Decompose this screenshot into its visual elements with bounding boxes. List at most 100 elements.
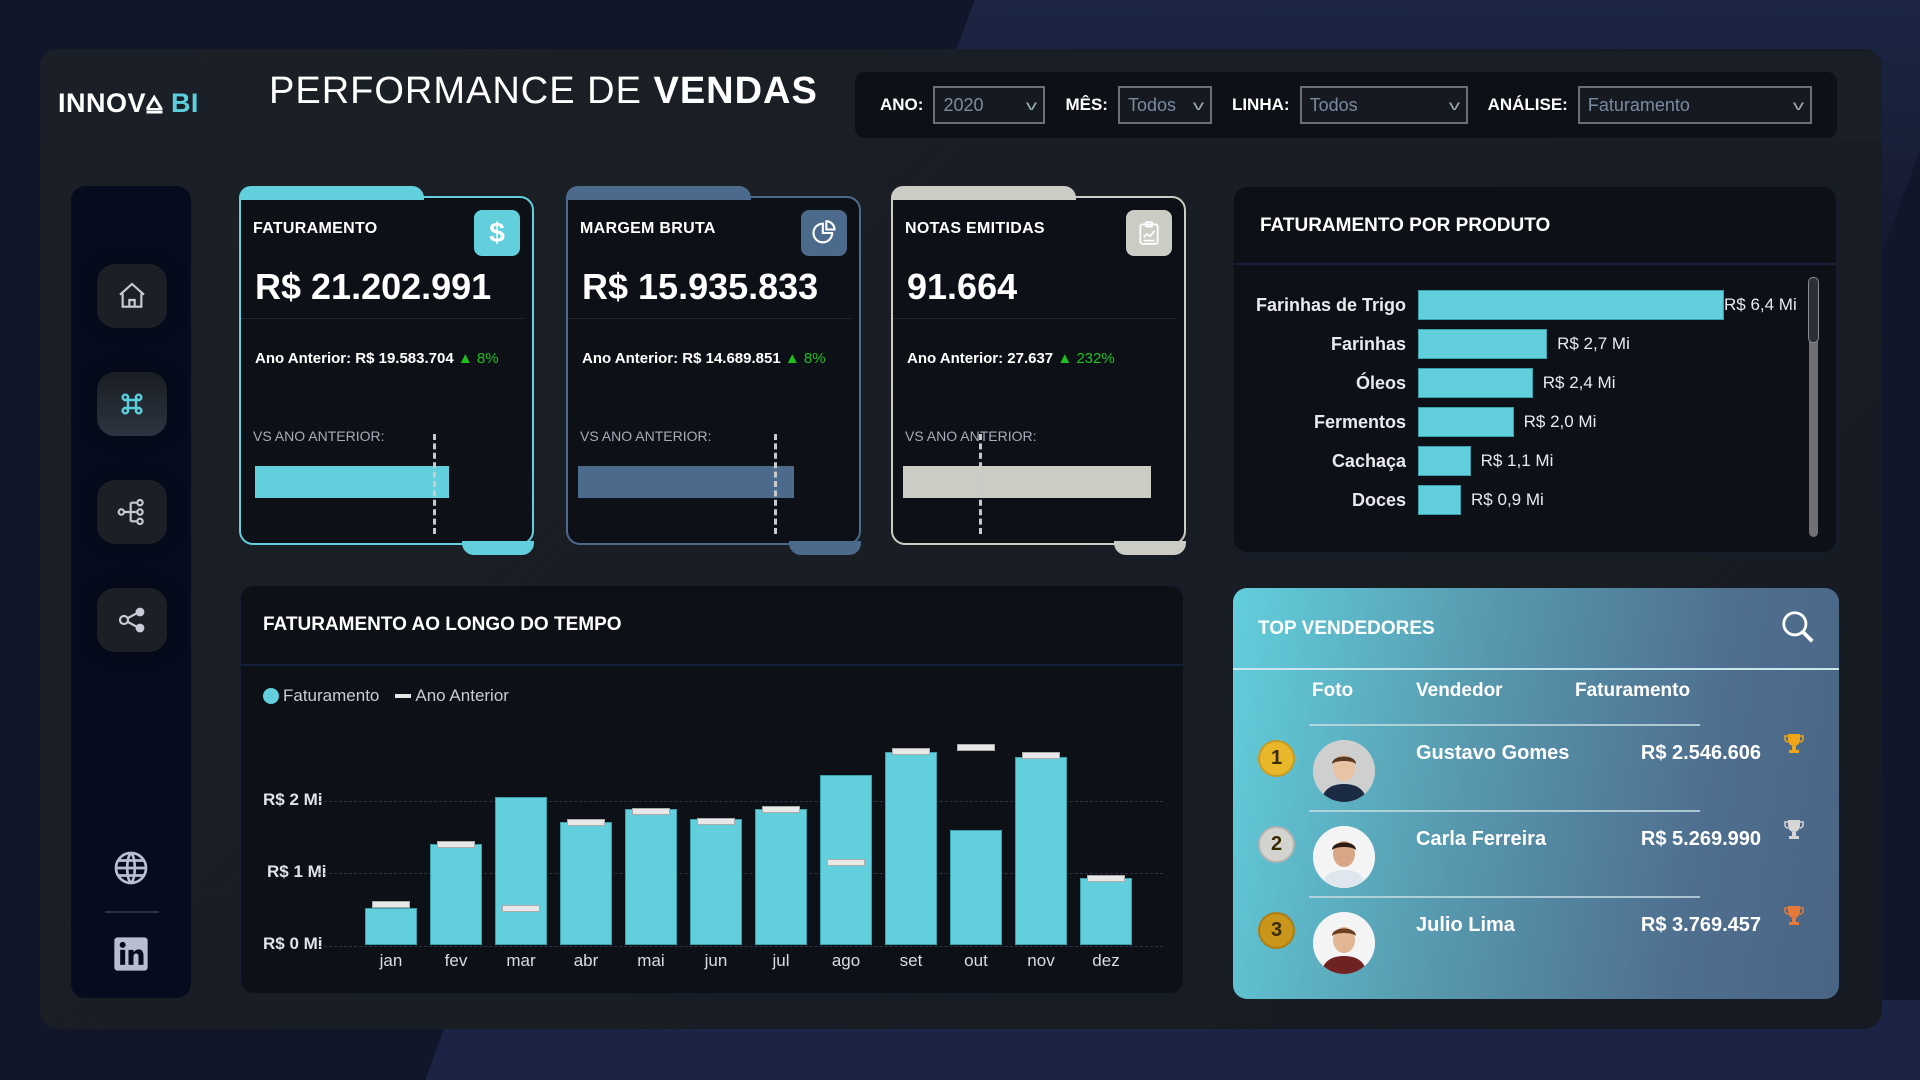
bar-faturamento-abr[interactable] xyxy=(560,821,612,945)
bar-faturamento-set[interactable] xyxy=(885,752,937,945)
x-tick: ago xyxy=(831,951,861,970)
produto-bar[interactable] xyxy=(1418,290,1724,320)
avatar xyxy=(1313,912,1375,974)
marker-ano-anterior-mar[interactable] xyxy=(502,905,540,913)
marker-ano-anterior-jul[interactable] xyxy=(762,805,800,813)
bar-faturamento-mar[interactable] xyxy=(495,797,547,945)
produto-bar[interactable] xyxy=(1418,329,1548,359)
title-bold: VENDAS xyxy=(653,70,818,112)
globe-button[interactable] xyxy=(111,848,151,893)
bar-faturamento-jan[interactable] xyxy=(365,908,417,945)
clipboard-chart-icon xyxy=(1126,210,1172,256)
bar-faturamento-dez[interactable] xyxy=(1080,878,1132,945)
chart-legend: Faturamento Ano Anterior xyxy=(263,686,509,706)
marker-ano-anterior-nov[interactable] xyxy=(1022,752,1060,760)
produto-bar[interactable] xyxy=(1418,446,1471,476)
filter-analise-value: Faturamento xyxy=(1587,94,1690,115)
marker-ano-anterior-jun[interactable] xyxy=(697,818,735,826)
marker-ano-anterior-jan[interactable] xyxy=(372,900,410,908)
produto-row[interactable]: Doces R$ 0,9 Mi xyxy=(1234,485,1544,515)
produto-name: Fermentos xyxy=(1313,411,1406,432)
sidebar-item-command[interactable] xyxy=(97,372,167,436)
bar-faturamento-jun[interactable] xyxy=(690,818,742,945)
produto-name: Farinhas xyxy=(1330,333,1406,354)
kpi-label: NOTAS EMITIDAS xyxy=(905,220,1045,237)
produto-row[interactable]: Cachaça R$ 1,1 Mi xyxy=(1234,446,1553,476)
filter-label-linha: LINHA: xyxy=(1231,95,1290,114)
produto-row[interactable]: Fermentos R$ 2,0 Mi xyxy=(1234,407,1596,437)
scrollbar[interactable] xyxy=(1808,277,1819,537)
sidebar-item-share[interactable] xyxy=(97,588,167,652)
bar-faturamento-jul[interactable] xyxy=(755,808,807,945)
scrollbar-thumb[interactable] xyxy=(1808,277,1819,343)
card-tab xyxy=(462,541,534,555)
card-tab xyxy=(789,541,861,555)
card-tab xyxy=(1114,541,1186,555)
sidebar-item-hierarchy[interactable] xyxy=(97,480,167,544)
produto-bar[interactable] xyxy=(1418,407,1514,437)
filter-bar: ANO: 2020 v MÊS: Todos v LINHA: Todos v ANÁ… xyxy=(855,72,1837,138)
chevron-down-icon: v xyxy=(1792,97,1804,113)
produto-value: R$ 0,9 Mi xyxy=(1471,490,1544,509)
x-tick: nov xyxy=(1027,951,1055,970)
filter-ano-value: 2020 xyxy=(943,94,984,115)
gridline xyxy=(319,801,1163,802)
trophy-icon xyxy=(1783,732,1805,756)
home-icon xyxy=(119,282,145,308)
bar-faturamento-nov[interactable] xyxy=(1015,756,1067,945)
kpi-card-faturamento: FATURAMENTO $ R$ 21.202.991 Ano Anterior… xyxy=(239,186,534,555)
marker-ano-anterior-out[interactable] xyxy=(957,744,995,752)
kpi-target-line xyxy=(979,434,982,534)
filter-label-ano: ANO: xyxy=(880,95,924,114)
kpi-bullet-bar xyxy=(578,466,794,498)
produto-row[interactable]: Farinhas R$ 2,7 Mi xyxy=(1234,329,1630,359)
search-icon[interactable] xyxy=(1779,608,1817,646)
marker-ano-anterior-dez[interactable] xyxy=(1087,875,1125,883)
kpi-value: R$ 21.202.991 xyxy=(255,266,492,307)
produto-bar[interactable] xyxy=(1418,368,1533,398)
kpi-delta: ▲ 232% xyxy=(1057,350,1115,367)
x-tick: jul xyxy=(772,951,790,970)
marker-ano-anterior-set[interactable] xyxy=(892,747,930,755)
logo-tab xyxy=(40,49,220,141)
globe-icon xyxy=(114,851,148,885)
legend-label: Ano Anterior xyxy=(415,686,509,705)
kpi-card-notas-emitidas: NOTAS EMITIDAS 91.664 Ano Anterior: 27.6… xyxy=(891,186,1186,555)
produto-row[interactable]: Farinhas de Trigo R$ 6,4 Mi xyxy=(1234,290,1797,320)
produto-name: Farinhas de Trigo xyxy=(1255,294,1406,315)
produto-value: R$ 2,4 Mi xyxy=(1542,373,1616,392)
marker-ano-anterior-ago[interactable] xyxy=(827,858,865,866)
kpi-target-line xyxy=(774,434,777,534)
y-tick: R$ 2 Mi xyxy=(263,790,323,809)
sidebar-item-home[interactable] xyxy=(97,264,167,328)
marker-ano-anterior-fev[interactable] xyxy=(437,841,475,849)
bar-faturamento-fev[interactable] xyxy=(430,843,482,945)
pie-chart-icon xyxy=(801,210,847,256)
top-vendedores-panel: TOP VENDEDORES Foto Vendedor Faturamento… xyxy=(1233,588,1839,999)
kpi-previous-value: Ano Anterior: R$ 19.583.704 xyxy=(255,350,454,367)
filter-mes-select[interactable]: Todos v xyxy=(1117,86,1212,124)
marker-ano-anterior-mai[interactable] xyxy=(632,807,670,815)
x-tick: out xyxy=(964,951,988,970)
produto-panel: FATURAMENTO POR PRODUTO Farinhas de Trig… xyxy=(1233,186,1837,553)
marker-ano-anterior-abr[interactable] xyxy=(567,818,605,826)
dollar-icon: $ xyxy=(474,210,520,256)
kpi-previous: Ano Anterior: R$ 14.689.851 ▲ 8% xyxy=(582,350,826,367)
rank-badge: 1 xyxy=(1258,740,1295,777)
filter-analise-select[interactable]: Faturamento v xyxy=(1577,86,1812,124)
produto-row[interactable]: Óleos R$ 2,4 Mi xyxy=(1234,368,1616,398)
legend-dot-faturamento xyxy=(263,688,279,704)
command-icon xyxy=(121,393,143,415)
y-tick: R$ 1 Mi xyxy=(267,862,327,881)
linkedin-button[interactable] xyxy=(111,934,151,979)
kpi-bullet-bar xyxy=(903,466,1151,498)
bar-faturamento-out[interactable] xyxy=(950,830,1002,945)
filter-ano-select[interactable]: 2020 v xyxy=(933,86,1046,124)
filter-label-mes: MÊS: xyxy=(1065,95,1108,114)
x-tick: abr xyxy=(573,951,599,970)
produto-bar[interactable] xyxy=(1418,485,1462,515)
kpi-delta: ▲ 8% xyxy=(457,350,499,367)
bar-faturamento-mai[interactable] xyxy=(625,809,677,945)
vendedor-faturamento: R$ 5.269.990 xyxy=(1640,828,1761,850)
filter-linha-select[interactable]: Todos v xyxy=(1299,86,1468,124)
